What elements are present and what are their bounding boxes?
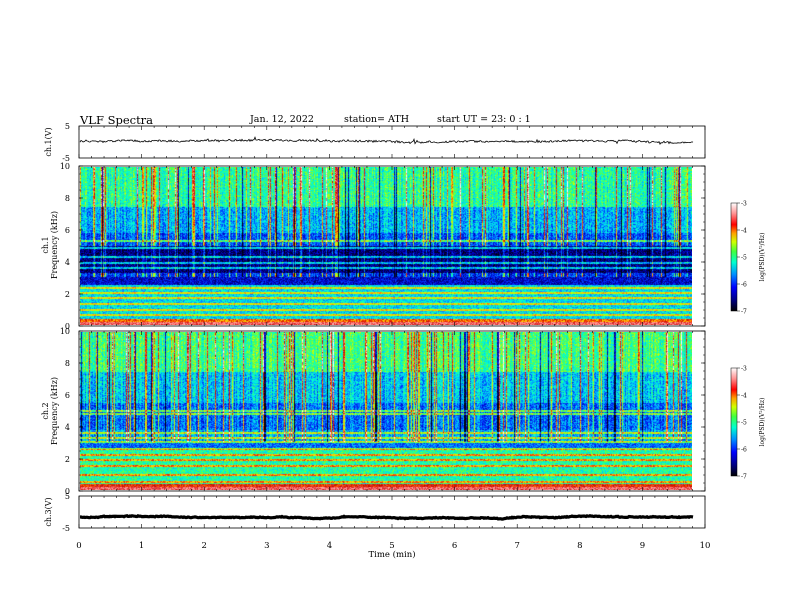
ch3-ytick-label: -5 [62, 524, 70, 533]
colorbar-tick-label: -3 [741, 201, 747, 208]
ch1-ytick-label: -5 [62, 154, 70, 163]
freq-tick-label: 6 [65, 391, 70, 400]
ch1-colorbar-label: log(PSD)(V²/Hz) [759, 233, 766, 282]
freq-tick-label: 10 [60, 162, 70, 171]
ch2-colorbar [730, 367, 738, 477]
ch1-waveform-trace [79, 136, 694, 145]
ch2-colorbar-label: log(PSD)(V²/Hz) [759, 398, 766, 447]
x-tick-label: 3 [264, 541, 269, 551]
ch2-spectrogram-channel: ch.2 [41, 402, 50, 419]
x-tick-label: 0 [76, 541, 81, 551]
colorbar-tick-label: -6 [741, 282, 747, 289]
ch1-ylabel: ch.1(V) [44, 127, 53, 156]
ch1-spectrogram-image [80, 167, 692, 325]
freq-tick-label: 2 [65, 290, 70, 299]
ch1-colorbar-ticks: -3 -4 -5 -6 -7 [737, 201, 747, 316]
time-axis-ticks [78, 126, 706, 528]
ch1-spectrogram-ylabel: Frequency (kHz) [50, 211, 59, 279]
start-time-label: start UT = 23: 0 : 1 [437, 114, 531, 125]
ch1-colorbar [730, 202, 738, 312]
time-axis-tick-labels: 0 1 2 3 4 5 6 7 8 9 10 [76, 541, 710, 551]
freq-tick-label: 2 [65, 455, 70, 464]
freq-tick-label: 0 [65, 487, 70, 496]
ch2-spectrogram-image [80, 332, 692, 490]
colorbar-tick-label: -6 [741, 447, 747, 454]
ch3-waveform-trace [80, 513, 694, 521]
colorbar-tick-label: -7 [741, 309, 747, 316]
colorbar-tick-label: -5 [741, 255, 747, 262]
date-label: Jan. 12, 2022 [250, 114, 314, 125]
colorbar-tick-label: -4 [741, 393, 747, 400]
ch1-spectrogram-channel: ch.1 [41, 236, 50, 253]
ch2-spectrogram-yticks: 0 2 4 6 8 10 [60, 327, 705, 496]
freq-tick-label: 8 [65, 359, 70, 368]
freq-tick-label: 10 [60, 327, 70, 336]
ch3-ytick-label: 5 [65, 492, 70, 501]
freq-tick-label: 4 [65, 423, 70, 432]
x-tick-label: 8 [577, 541, 582, 551]
time-axis-label: Time (min) [368, 549, 415, 560]
colorbar-tick-label: -4 [741, 228, 747, 235]
ch3-waveform-panel: 5 -5 ch.3(V) [44, 492, 706, 533]
colorbar-tick-label: -5 [741, 420, 747, 427]
x-tick-label: 9 [640, 541, 645, 551]
ch3-ylabel: ch.3(V) [44, 497, 53, 526]
ch1-waveform-panel: 5 -5 ch.1(V) [44, 122, 706, 163]
freq-tick-label: 8 [65, 194, 70, 203]
freq-tick-label: 4 [65, 258, 70, 267]
x-tick-label: 6 [452, 541, 457, 551]
x-tick-label: 1 [139, 541, 144, 551]
station-label: station= ATH [344, 114, 409, 125]
x-tick-label: 2 [201, 541, 206, 551]
x-tick-label: 4 [327, 541, 332, 551]
freq-tick-label: 6 [65, 226, 70, 235]
ch1-ytick-label: 5 [65, 122, 70, 131]
ch3-waveform-frame [78, 495, 706, 529]
chart-title: VLF Spectra [80, 113, 154, 127]
ch2-colorbar-ticks: -3 -4 -5 -6 -7 [737, 366, 747, 481]
freq-tick-label: 0 [65, 322, 70, 331]
x-tick-label: 10 [700, 541, 711, 551]
x-tick-label: 5 [389, 541, 394, 551]
colorbar-tick-label: -3 [741, 366, 747, 373]
x-tick-label: 7 [514, 541, 519, 551]
colorbar-tick-label: -7 [741, 474, 747, 481]
ch2-spectrogram-ylabel: Frequency (kHz) [50, 377, 59, 445]
ch1-spectrogram-yticks: 0 2 4 6 8 10 [60, 162, 705, 331]
